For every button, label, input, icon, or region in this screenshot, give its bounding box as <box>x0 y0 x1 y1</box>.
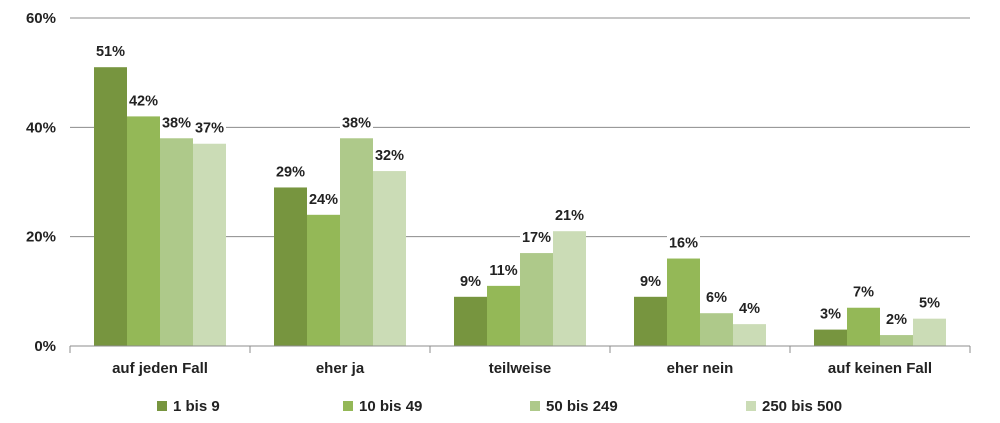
data-label-background <box>160 112 193 132</box>
data-label: 2% <box>886 312 907 328</box>
data-label-background <box>274 161 307 181</box>
data-labels: 51%42%38% 37%29%24%38%32%9%11%17%21%9%16%… <box>94 41 942 329</box>
data-label: 4% <box>739 301 760 317</box>
category-label: auf keinen Fall <box>828 360 932 377</box>
data-label: 38% <box>342 115 371 131</box>
category-label: eher ja <box>316 360 365 377</box>
bar-3-4 <box>700 313 733 346</box>
bar-2-3 <box>487 285 520 346</box>
bar-1-5 <box>814 329 847 346</box>
bar-3-1 <box>160 138 193 346</box>
data-label-background <box>127 90 160 110</box>
data-label-background <box>340 112 373 132</box>
data-label-background <box>667 232 700 252</box>
bar-2-5 <box>847 307 880 346</box>
data-label: 42% <box>129 93 158 109</box>
data-label: 17% <box>522 230 551 246</box>
data-label: 32% <box>375 148 404 164</box>
legend-label: 1 bis 9 <box>173 398 220 415</box>
y-tick-label: 20% <box>26 229 56 246</box>
data-label: 7% <box>853 285 874 301</box>
data-label: 16% <box>669 236 698 252</box>
bar-1-2 <box>274 187 307 346</box>
bar-4-2 <box>373 171 406 346</box>
data-label-background <box>94 41 127 61</box>
data-label-background <box>704 287 729 307</box>
x-axis <box>69 345 971 353</box>
legend-swatch <box>343 401 353 411</box>
data-label-background <box>737 298 762 318</box>
data-label: 51% <box>96 44 125 60</box>
y-tick-label: 40% <box>26 119 56 136</box>
data-label: 6% <box>706 290 727 306</box>
data-label-background <box>373 145 406 165</box>
data-label: 5% <box>919 296 940 312</box>
legend-swatch <box>746 401 756 411</box>
legend-label: 50 bis 249 <box>546 398 618 415</box>
bar-4-5 <box>913 318 946 346</box>
bar-3-2 <box>340 138 373 346</box>
data-label-background <box>487 259 520 279</box>
bar-1-4 <box>634 296 667 346</box>
legend-swatch <box>157 401 167 411</box>
y-tick-label: 0% <box>34 338 56 355</box>
bar-2-4 <box>667 258 700 346</box>
data-label-background <box>638 270 663 290</box>
legend-label: 250 bis 500 <box>762 398 842 415</box>
data-label: 24% <box>309 192 338 208</box>
category-label: eher nein <box>667 360 734 377</box>
bar-2-1 <box>127 116 160 347</box>
data-label: 11% <box>489 263 517 279</box>
data-label-background <box>553 205 586 225</box>
legend: 1 bis 9 10 bis 49 50 bis 249 250 bis 500 <box>157 398 842 415</box>
data-label: 3% <box>820 307 841 323</box>
bar-1-1 <box>94 67 127 346</box>
data-label-background <box>458 270 483 290</box>
bars <box>94 67 946 347</box>
y-tick-label: 60% <box>26 10 56 27</box>
bar-4-4 <box>733 324 766 346</box>
category-label: auf jeden Fall <box>112 360 208 377</box>
data-label: 37% <box>195 121 224 137</box>
category-label: teilweise <box>489 360 552 377</box>
data-label: 21% <box>555 208 584 224</box>
bar-3-3 <box>520 253 553 346</box>
data-label: 38% <box>162 115 191 131</box>
data-label-background <box>307 188 340 208</box>
data-label-background <box>520 227 553 247</box>
bar-3-5 <box>880 335 913 346</box>
data-label-background <box>818 303 843 323</box>
category-labels: auf jeden Fall eher ja teilweise eher nein a… <box>112 360 932 377</box>
data-label-background <box>917 292 942 312</box>
bar-1-3 <box>454 296 487 346</box>
data-label: 29% <box>276 164 305 180</box>
legend-swatch <box>530 401 540 411</box>
data-label: 9% <box>640 274 661 290</box>
data-label: 9% <box>460 274 481 290</box>
bar-4-1 <box>193 143 226 346</box>
data-label-background <box>851 281 876 301</box>
data-label-background <box>884 309 909 329</box>
data-label-background <box>193 117 226 137</box>
bar-4-3 <box>553 231 586 346</box>
y-axis-ticks: 0% 20% 40% 60% <box>26 10 56 355</box>
bar-2-2 <box>307 214 340 346</box>
legend-label: 10 bis 49 <box>359 398 422 415</box>
